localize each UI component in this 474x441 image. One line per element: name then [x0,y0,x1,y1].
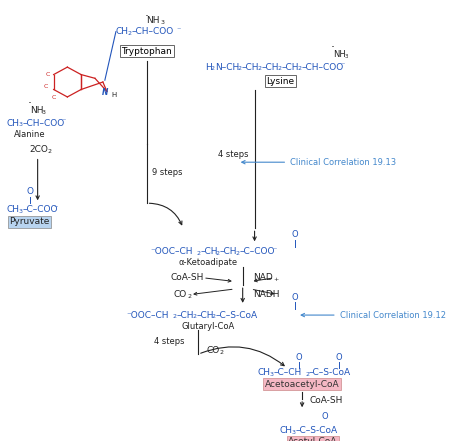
Text: N: N [101,88,108,97]
Text: ·: · [145,10,149,23]
Text: 3: 3 [269,372,273,377]
Text: ⁻: ⁻ [54,203,58,213]
Text: C: C [44,84,48,89]
Text: +: + [273,277,279,282]
Text: –C–CH: –C–CH [273,368,301,377]
Text: 3: 3 [161,20,164,25]
Text: –C–COO: –C–COO [23,205,58,214]
Text: N–CH: N–CH [215,63,239,71]
Text: –C–S-CoA: –C–S-CoA [295,426,337,435]
Text: –CH: –CH [196,310,214,320]
Text: O: O [26,187,33,196]
Text: –CH: –CH [262,63,279,71]
Text: Clinical Correlation 19.12: Clinical Correlation 19.12 [340,310,446,320]
Text: CH: CH [279,426,292,435]
Text: O: O [292,293,299,302]
Text: NH: NH [30,106,43,116]
Text: 3: 3 [19,123,23,127]
Text: 3: 3 [19,209,23,214]
Text: 9 steps: 9 steps [152,168,182,177]
Text: ⁻: ⁻ [62,117,66,126]
Text: 2: 2 [196,251,200,256]
Text: CH: CH [7,205,20,214]
Text: –CH: –CH [242,63,259,71]
Text: 2: 2 [216,251,220,256]
Text: 3: 3 [42,110,46,115]
Text: 2: 2 [257,67,262,71]
Text: α-Ketoadipate: α-Ketoadipate [178,258,237,267]
Text: 2: 2 [297,67,301,71]
Text: –CH: –CH [176,310,194,320]
Text: Tryptophan: Tryptophan [121,47,172,56]
Text: H: H [111,92,117,98]
Text: 2: 2 [305,372,309,377]
Text: NH: NH [146,16,160,25]
Text: –C–S-CoA: –C–S-CoA [309,368,351,377]
Text: O: O [336,352,342,362]
Text: ⁻OOC–CH: ⁻OOC–CH [151,247,193,256]
Text: –CH–COO: –CH–COO [23,119,65,127]
Text: C: C [51,95,55,101]
Text: Alanine: Alanine [14,130,46,139]
Text: 3: 3 [291,430,295,435]
Text: 4 steps: 4 steps [154,336,184,346]
Text: CoA-SH: CoA-SH [309,396,342,405]
Text: 2: 2 [47,149,52,153]
Text: NH: NH [333,51,346,60]
Text: 2: 2 [128,31,132,36]
Text: O: O [321,412,328,421]
Text: –CH–COO: –CH–COO [132,27,174,36]
Text: 2: 2 [211,67,215,71]
Text: O: O [296,352,302,362]
Text: Lysine: Lysine [266,77,294,86]
Text: 2: 2 [238,67,242,71]
Text: –CH: –CH [220,247,237,256]
Text: 2: 2 [173,314,176,319]
Text: Acetoacetyl-CoA: Acetoacetyl-CoA [265,380,339,389]
Text: CO: CO [206,346,219,355]
Text: ·: · [331,41,335,54]
Text: 2: 2 [277,67,282,71]
Text: ⁻: ⁻ [341,61,345,70]
Text: CH: CH [116,27,129,36]
Text: –C–S-CoA: –C–S-CoA [216,310,258,320]
Text: 3: 3 [345,54,348,60]
Text: CH: CH [257,368,271,377]
Text: Clinical Correlation 19.13: Clinical Correlation 19.13 [290,158,396,167]
Text: NADH: NADH [254,290,280,299]
Text: 2: 2 [236,251,240,256]
Text: 2: 2 [192,314,196,319]
Text: –C–COO: –C–COO [240,247,275,256]
Text: 2: 2 [220,350,224,355]
Text: H: H [205,63,212,71]
Text: 4 steps: 4 steps [218,150,248,159]
Text: O: O [292,230,299,239]
Text: 2CO: 2CO [30,145,49,153]
Text: CO: CO [173,290,187,299]
Text: –CH: –CH [200,247,218,256]
Text: –CH–COO: –CH–COO [301,63,343,71]
Text: Glutaryl-CoA: Glutaryl-CoA [182,322,235,331]
Text: CoA-SH: CoA-SH [170,273,204,282]
Text: ⁻OOC–CH: ⁻OOC–CH [127,310,169,320]
Text: ·: · [27,97,32,110]
Text: CH: CH [7,119,20,127]
Text: NAD: NAD [254,273,273,282]
Text: Acetyl-CoA: Acetyl-CoA [288,437,337,441]
Text: C: C [46,72,50,77]
Text: Pyruvate: Pyruvate [9,217,50,226]
Text: ⁻: ⁻ [176,25,181,34]
Text: 2: 2 [187,294,191,299]
Text: –CH: –CH [281,63,299,71]
Text: ⁻: ⁻ [273,245,277,254]
Text: 2: 2 [212,314,216,319]
